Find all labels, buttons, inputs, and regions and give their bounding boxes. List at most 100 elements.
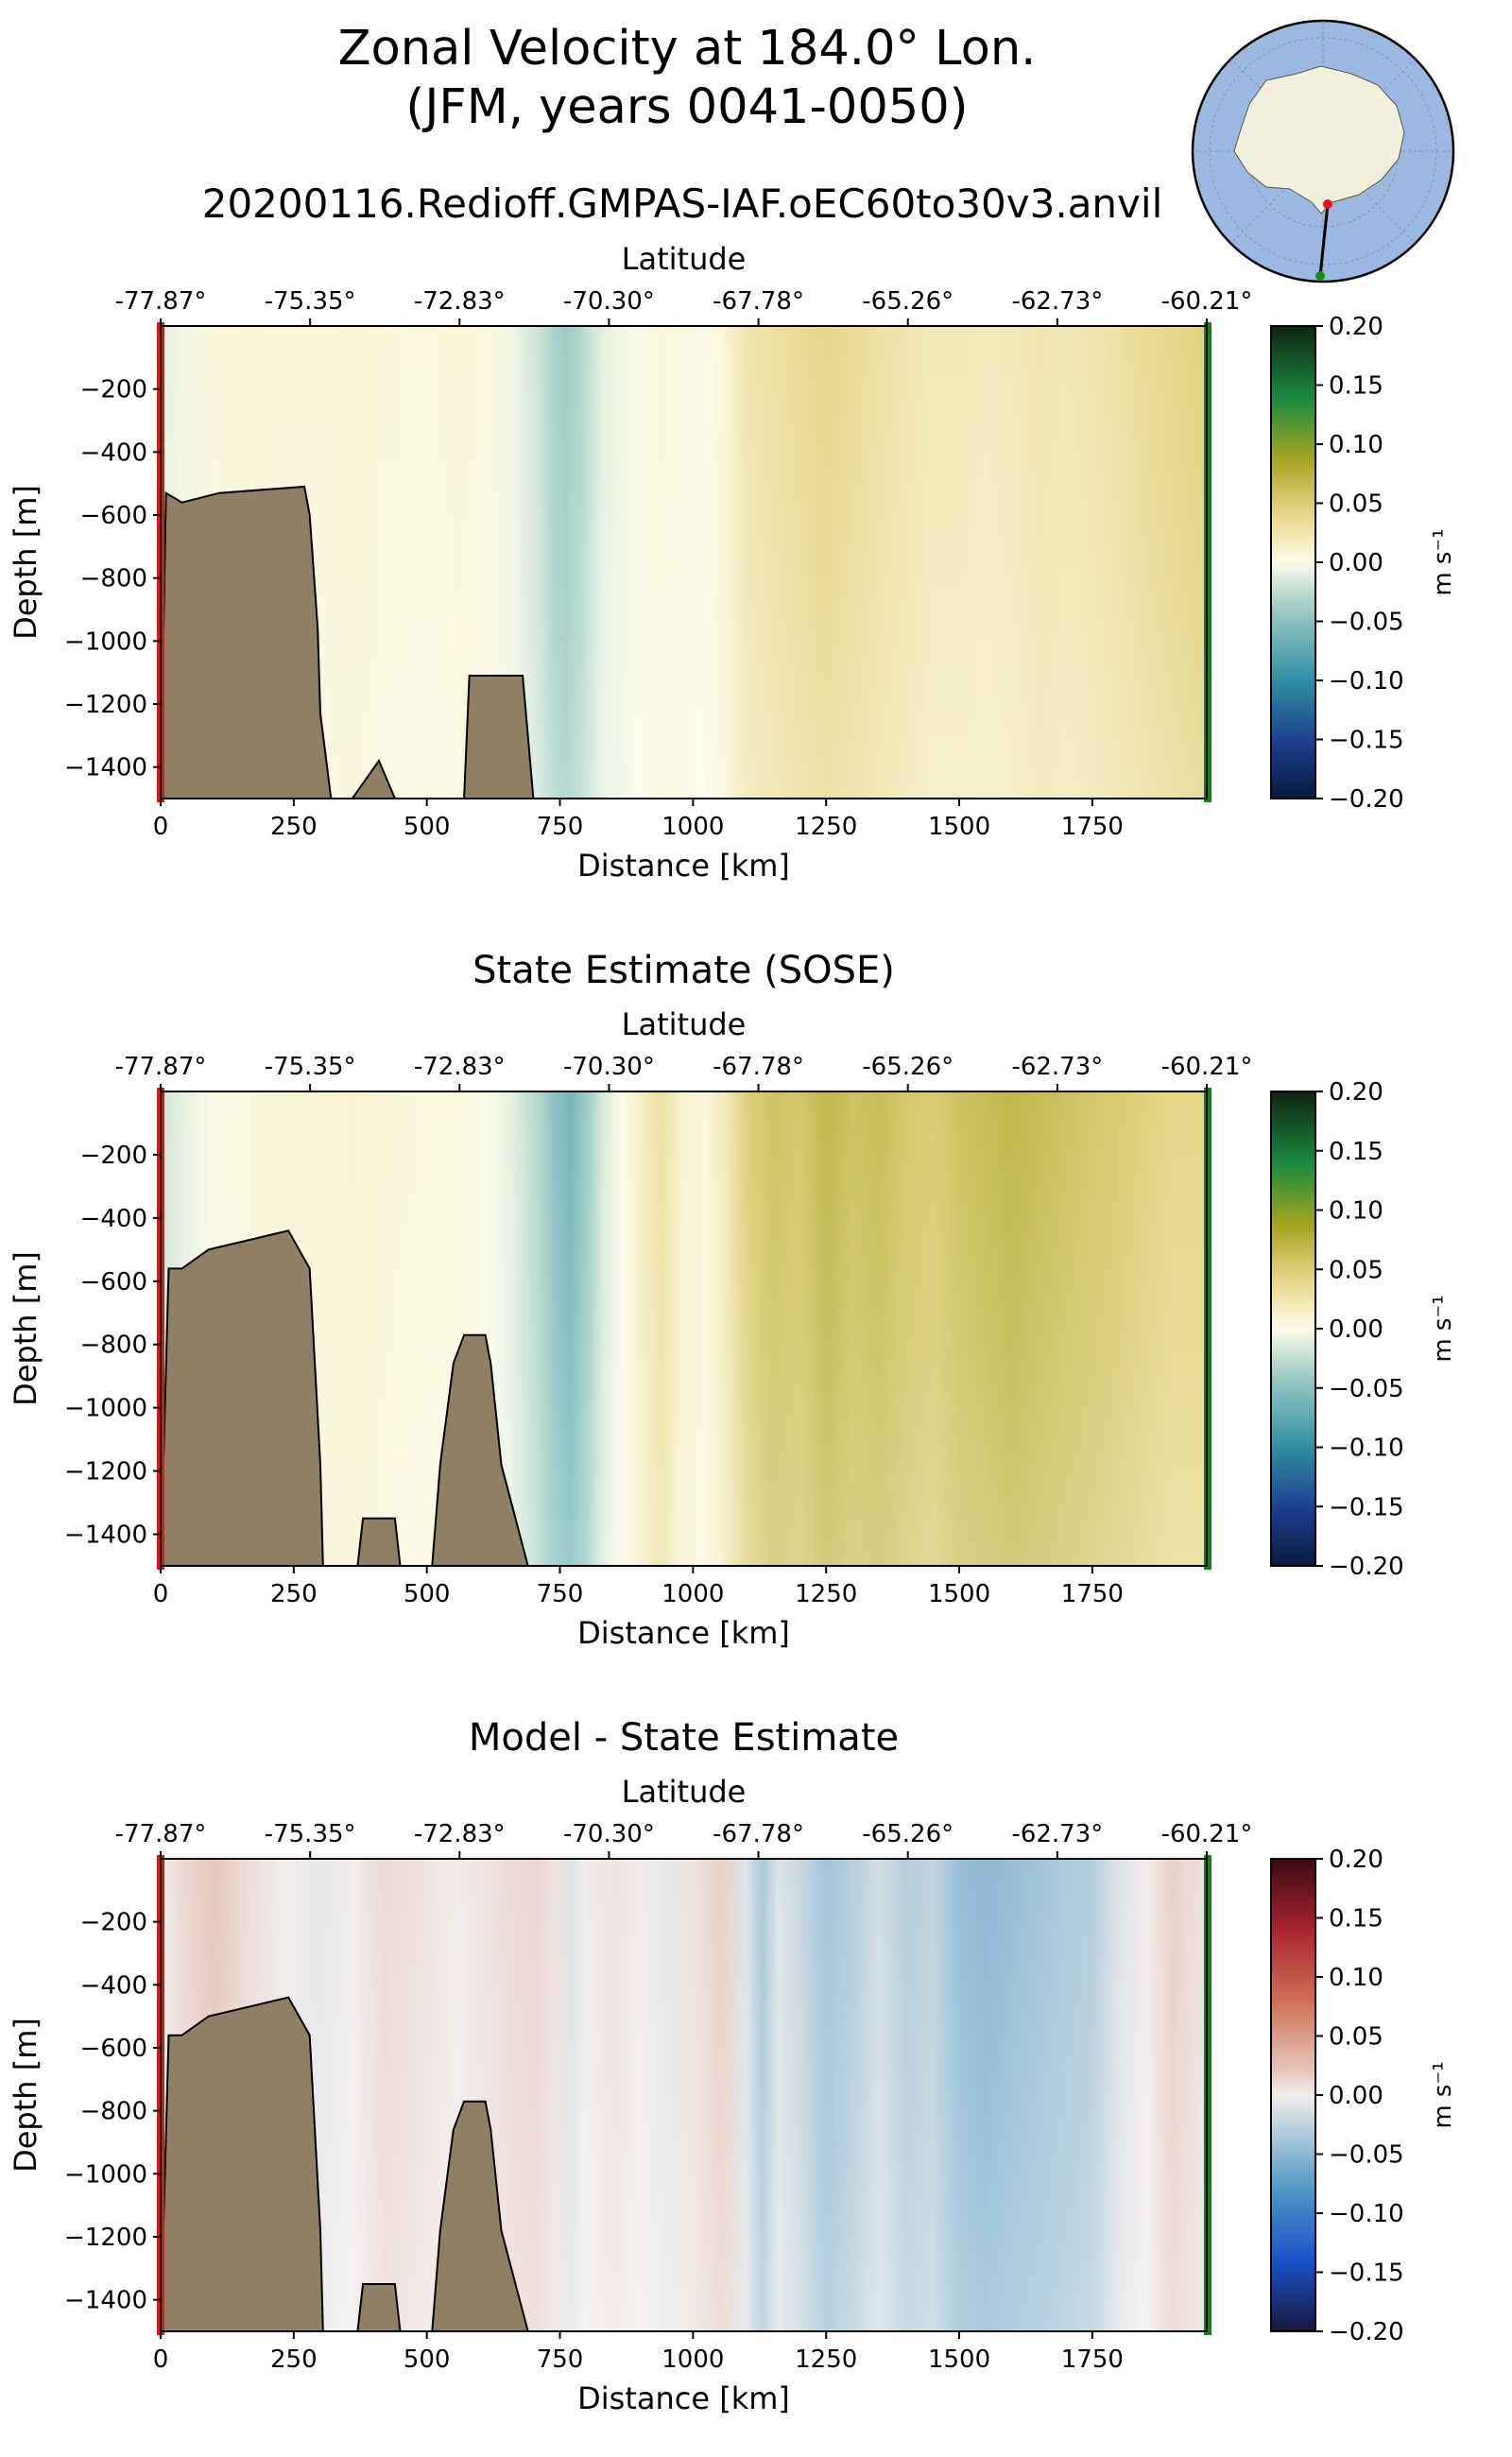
y-tick-label: −600: [80, 2035, 147, 2063]
colorbar-tick-label: −0.15: [1329, 2259, 1404, 2288]
colorbar-tick-label: −0.20: [1329, 1553, 1404, 1581]
plot-frame: [160, 1858, 1208, 2332]
y-tick-label: −400: [80, 1971, 147, 2000]
latitude-tick-label: -70.30°: [563, 1053, 655, 1081]
colorbar-tick-label: 0.10: [1329, 1964, 1383, 1992]
y-tick-label: −800: [80, 565, 147, 593]
x-tick-label: 0: [153, 813, 169, 841]
x-axis-label: Distance [km]: [577, 1615, 790, 1651]
x-tick-label: 750: [537, 2345, 584, 2374]
y-tick-label: −800: [80, 2098, 147, 2126]
colorbar-gradient: [1270, 1091, 1316, 1567]
latitude-tick-label: -60.21°: [1161, 1820, 1253, 1848]
x-tick-label: 1500: [928, 2345, 990, 2374]
x-tick-label: 1000: [662, 813, 724, 841]
x-tick-label: 500: [404, 813, 451, 841]
latitude-tick-label: -75.35°: [265, 1820, 356, 1848]
colorbar-label: m s⁻¹: [1429, 2061, 1457, 2128]
figure-title-line2: (JFM, years 0041-0050): [405, 79, 968, 135]
colorbar-tick-label: 0.15: [1329, 1138, 1383, 1166]
y-tick-label: −1200: [64, 1458, 147, 1486]
panel-1: 0 250 500 750 1000 1250 1500 1750 Distance [km] -…: [8, 241, 1457, 884]
x-tick-label: 1000: [662, 2345, 724, 2374]
x-tick-label: 750: [537, 813, 584, 841]
y-tick-label: −1400: [64, 1521, 147, 1550]
colorbar-label: m s⁻¹: [1429, 1295, 1457, 1362]
x-tick-label: 1500: [928, 1580, 990, 1608]
plot-frame: [160, 1091, 1208, 1567]
latitude-tick-label: -65.26°: [862, 1053, 954, 1081]
y-tick-label: −1400: [64, 754, 147, 782]
colorbar-tick-label: 0.05: [1329, 1256, 1383, 1284]
depth-shading: [161, 326, 1207, 799]
colorbar-tick-label: −0.10: [1329, 667, 1404, 696]
colorbar-tick-label: 0.10: [1329, 1197, 1383, 1226]
colorbar-tick-label: −0.15: [1329, 727, 1404, 755]
latitude-tick-label: -70.30°: [563, 1820, 655, 1848]
latitude-axis-label: Latitude: [622, 241, 747, 277]
colorbar-tick-label: 0.20: [1329, 1078, 1383, 1107]
y-axis-label: Depth [m]: [8, 2018, 43, 2173]
y-tick-label: −1200: [64, 2224, 147, 2252]
y-tick-label: −600: [80, 502, 147, 530]
y-tick-label: −200: [80, 1909, 147, 1937]
latitude-tick-label: -77.87°: [115, 287, 207, 316]
latitude-tick-label: -70.30°: [563, 287, 655, 316]
x-tick-label: 500: [404, 1580, 451, 1608]
x-tick-label: 1750: [1061, 1580, 1124, 1608]
y-axis-label: Depth [m]: [8, 485, 43, 640]
run-name: 20200116.Redioff.GMPAS-IAF.oEC60to30v3.a…: [202, 180, 1163, 227]
latitude-tick-label: -77.87°: [115, 1053, 207, 1081]
x-axis-label: Distance [km]: [577, 848, 790, 884]
colorbar-tick-label: 0.00: [1329, 2082, 1383, 2110]
latitude-tick-label: -72.83°: [414, 1820, 506, 1848]
y-tick-label: −1000: [64, 2160, 147, 2189]
colorbar-tick-label: 0.05: [1329, 490, 1383, 519]
colorbar-tick-label: −0.05: [1329, 609, 1404, 637]
colorbar-tick-label: 0.15: [1329, 1905, 1383, 1933]
y-tick-label: −600: [80, 1268, 147, 1297]
latitude-axis-label: Latitude: [622, 1774, 747, 1810]
depth-shading: [161, 1859, 1207, 2331]
seafloor-bathymetry: [159, 1229, 1207, 1567]
x-tick-label: 1000: [662, 1580, 724, 1608]
x-tick-label: 1250: [795, 2345, 857, 2374]
plot-frame: [160, 325, 1208, 799]
x-tick-label: 1750: [1061, 813, 1124, 841]
y-tick-label: −200: [80, 1142, 147, 1170]
x-tick-label: 0: [153, 1580, 169, 1608]
antarctica-polar-map-icon: [1191, 19, 1455, 284]
latitude-tick-label: -62.73°: [1011, 1820, 1103, 1848]
colorbar-tick-label: 0.20: [1329, 1846, 1383, 1874]
colorbar-gradient: [1270, 325, 1316, 799]
x-tick-label: 500: [404, 2345, 451, 2374]
panel-3: Model - State Estimate 0 250 500 750 1000 1250…: [8, 1716, 1457, 2416]
x-tick-label: 1500: [928, 813, 990, 841]
latitude-tick-label: -67.78°: [713, 1820, 804, 1848]
latitude-tick-label: -77.87°: [115, 1820, 207, 1848]
y-tick-label: −1200: [64, 691, 147, 719]
colorbar-tick-label: 0.00: [1329, 1315, 1383, 1344]
colorbar-gradient: [1270, 1858, 1316, 2332]
y-tick-label: −1400: [64, 2287, 147, 2315]
colorbar-tick-label: −0.05: [1329, 2141, 1404, 2170]
colorbar-label: m s⁻¹: [1429, 528, 1457, 595]
x-tick-label: 250: [270, 2345, 318, 2374]
x-tick-label: 1250: [795, 813, 857, 841]
latitude-axis-label: Latitude: [622, 1006, 747, 1042]
seafloor-bathymetry: [159, 1996, 1207, 2332]
latitude-tick-label: -67.78°: [713, 287, 804, 316]
latitude-tick-label: -72.83°: [414, 1053, 506, 1081]
latitude-tick-label: -67.78°: [713, 1053, 804, 1081]
latitude-tick-label: -65.26°: [862, 1820, 954, 1848]
y-tick-label: −800: [80, 1332, 147, 1360]
panel-title: State Estimate (SOSE): [472, 949, 895, 992]
colorbar-tick-label: −0.10: [1329, 2200, 1404, 2228]
latitude-tick-label: -75.35°: [265, 287, 356, 316]
y-tick-label: −400: [80, 1205, 147, 1233]
latitude-tick-label: -65.26°: [862, 287, 954, 316]
x-tick-label: 0: [153, 2345, 169, 2374]
colorbar: 0.20 0.15 0.10 0.05 0.00 −0.05 −0.10 −0.15 −0.20…: [1270, 1078, 1457, 1581]
colorbar-tick-label: −0.15: [1329, 1493, 1404, 1521]
